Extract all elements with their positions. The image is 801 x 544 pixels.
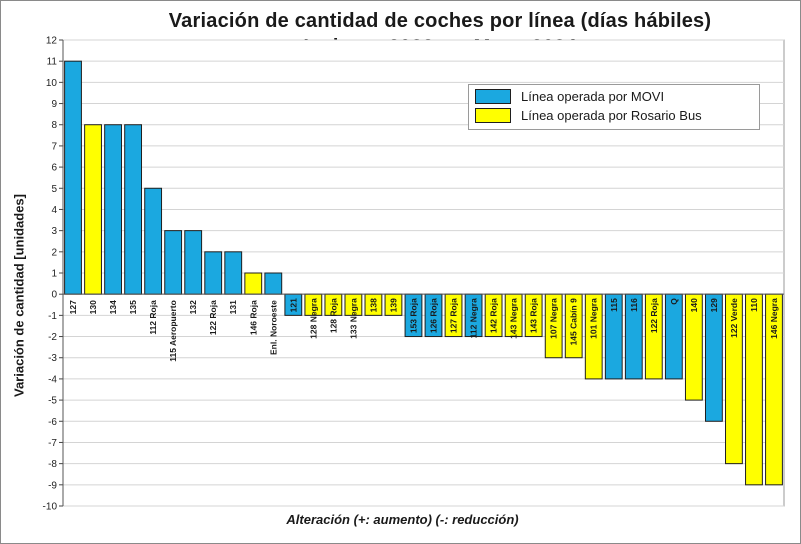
bar-label: 115 (609, 298, 619, 312)
bar (144, 187, 163, 295)
y-tick-label: 1 (51, 269, 57, 280)
y-tick-label: 9 (51, 99, 57, 110)
bar (224, 251, 243, 295)
bar-label: 143 Roja (529, 298, 539, 333)
bar (264, 272, 283, 295)
y-tick-label: 6 (51, 163, 57, 174)
y-tick-label: -7 (48, 438, 57, 449)
y-tick-label: -5 (48, 396, 57, 407)
bar (204, 251, 223, 295)
bar (664, 293, 683, 380)
y-tick-label: 2 (51, 247, 57, 258)
bar-label: 116 (629, 298, 639, 312)
y-tick-label: 0 (51, 290, 57, 301)
y-tick-label: 11 (47, 57, 58, 68)
y-tick-label: -1 (48, 311, 57, 322)
bar-label: 131 (228, 300, 238, 314)
bar-label: 146 Negra (769, 298, 779, 339)
bar-label: 122 Roja (208, 300, 218, 335)
bar (64, 60, 82, 295)
bar-label: 121 (288, 298, 298, 312)
bar-label: 129 (709, 298, 719, 312)
bar-label: 142 Roja (489, 298, 499, 333)
y-tick-label: 5 (51, 184, 57, 195)
bar-label: 126 Roja (429, 298, 439, 333)
bar-label: 130 (88, 300, 98, 314)
bar-label: 143 Negra (509, 298, 519, 339)
y-tick-label: -4 (48, 374, 57, 385)
bar-label: Q (669, 298, 679, 305)
y-tick-label: 8 (51, 120, 57, 131)
bar-label: 110 (749, 298, 759, 312)
bar-label: 122 Verde (729, 298, 739, 338)
bar (124, 124, 143, 295)
bar-label: 112 Negra (469, 298, 479, 338)
legend-entry-rosario-bus: Línea operada por Rosario Bus (475, 107, 702, 123)
bar-label: 115 Aeropuerto (168, 300, 178, 362)
y-tick-label: 7 (51, 141, 57, 152)
bar-label: 140 (689, 298, 699, 312)
bar-label: 128 Roja (328, 298, 338, 333)
y-tick-label: 4 (51, 205, 57, 216)
bar-label: 101 Negra (589, 298, 599, 339)
y-tick-label: -10 (43, 502, 58, 513)
y-tick-label: 12 (46, 36, 58, 47)
legend-entry-movi: Línea operada por MOVI (475, 88, 665, 104)
bar-label: 138 (368, 298, 378, 312)
bar-label: 135 (128, 300, 138, 314)
bar-label: 127 Roja (449, 298, 459, 333)
bar-label: 132 (188, 300, 198, 314)
legend-swatch-movi (475, 88, 511, 104)
y-tick-label: -2 (48, 332, 57, 343)
bar-label: 122 Roja (649, 298, 659, 333)
bar (84, 124, 102, 295)
bar-label: 133 Negra (348, 298, 358, 339)
legend-label-rosario-bus: Línea operada por Rosario Bus (521, 107, 702, 123)
bar (244, 272, 263, 295)
bar (104, 124, 122, 295)
bar-label: 128 Negra (308, 298, 318, 339)
bar-label: Enl. Noroeste (268, 300, 278, 355)
legend-swatch-rosario-bus (475, 107, 511, 123)
y-tick-label: 10 (46, 78, 58, 89)
legend-label-movi: Línea operada por MOVI (521, 88, 665, 104)
x-axis-label: Alteración (+: aumento) (-: reducción) (286, 512, 519, 527)
chart-title: Variación de cantidad de coches por líne… (168, 10, 712, 32)
legend: Línea operada por MOVI Línea operada por… (468, 84, 760, 130)
bar-label: 127 (68, 300, 78, 314)
bar-label: 112 Roja (148, 300, 158, 335)
bar (184, 230, 203, 295)
y-tick-label: -9 (48, 480, 57, 491)
y-tick-label: -3 (48, 353, 57, 364)
y-tick-label: -6 (48, 417, 57, 428)
bar (745, 293, 763, 486)
bar (164, 230, 183, 295)
bar-label: 107 Negra (549, 298, 559, 339)
y-tick-label: -8 (48, 459, 57, 470)
y-tick-label: 3 (51, 226, 57, 237)
bar-label: 146 Roja (248, 300, 258, 335)
bar-label: 139 (388, 298, 398, 312)
bar-label: 145 Cabín 9 (569, 298, 579, 346)
bar-label: 153 Roja (408, 298, 418, 333)
bar-label: 134 (108, 300, 118, 314)
